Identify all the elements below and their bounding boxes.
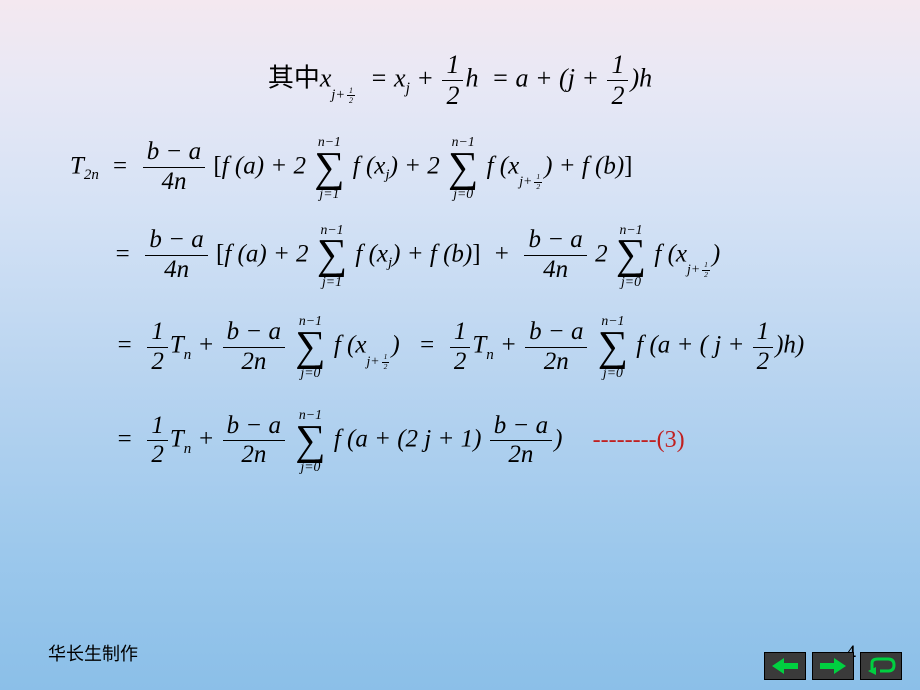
sum-icon: n−1∑j=0 xyxy=(295,314,325,380)
slide-area: 其中xj+12 = xj + 12h = a + (j + 12)h T2n =… xyxy=(0,0,920,690)
sum-icon: n−1∑j=0 xyxy=(448,135,478,201)
sub-j-plus-half: j+12 xyxy=(331,86,357,105)
return-button[interactable] xyxy=(860,652,902,680)
sum-icon: n−1∑j=1 xyxy=(314,135,344,201)
arrow-right-icon xyxy=(820,658,846,674)
prefix-text: 其中 xyxy=(268,63,320,92)
equation-line-5: = 12Tn + b − a2n n−1∑j=0 f (a + (2 j + 1… xyxy=(116,408,860,474)
equation-line-1: 其中xj+12 = xj + 12h = a + (j + 12)h xyxy=(60,50,860,111)
equation-line-3: = b − a4n [f (a) + 2 n−1∑j=1 f (xj) + f … xyxy=(114,223,860,289)
sum-icon: n−1∑j=0 xyxy=(295,408,325,474)
arrow-left-icon xyxy=(772,658,798,674)
sum-icon: n−1∑j=0 xyxy=(616,223,646,289)
return-icon xyxy=(866,657,896,675)
var-x: x xyxy=(320,63,332,92)
sum-icon: n−1∑j=0 xyxy=(598,314,628,380)
sum-icon: n−1∑j=1 xyxy=(317,223,347,289)
equation-line-4: = 12Tn + b − a2n n−1∑j=0 f (xj+12) = 12T… xyxy=(116,314,860,380)
footer-author: 华长生制作 xyxy=(48,640,138,666)
nav-button-group xyxy=(764,652,902,680)
next-button[interactable] xyxy=(812,652,854,680)
equation-line-2: T2n = b − a4n [f (a) + 2 n−1∑j=1 f (xj) … xyxy=(70,135,860,201)
equation-tag: --------(3) xyxy=(593,427,685,453)
prev-button[interactable] xyxy=(764,652,806,680)
